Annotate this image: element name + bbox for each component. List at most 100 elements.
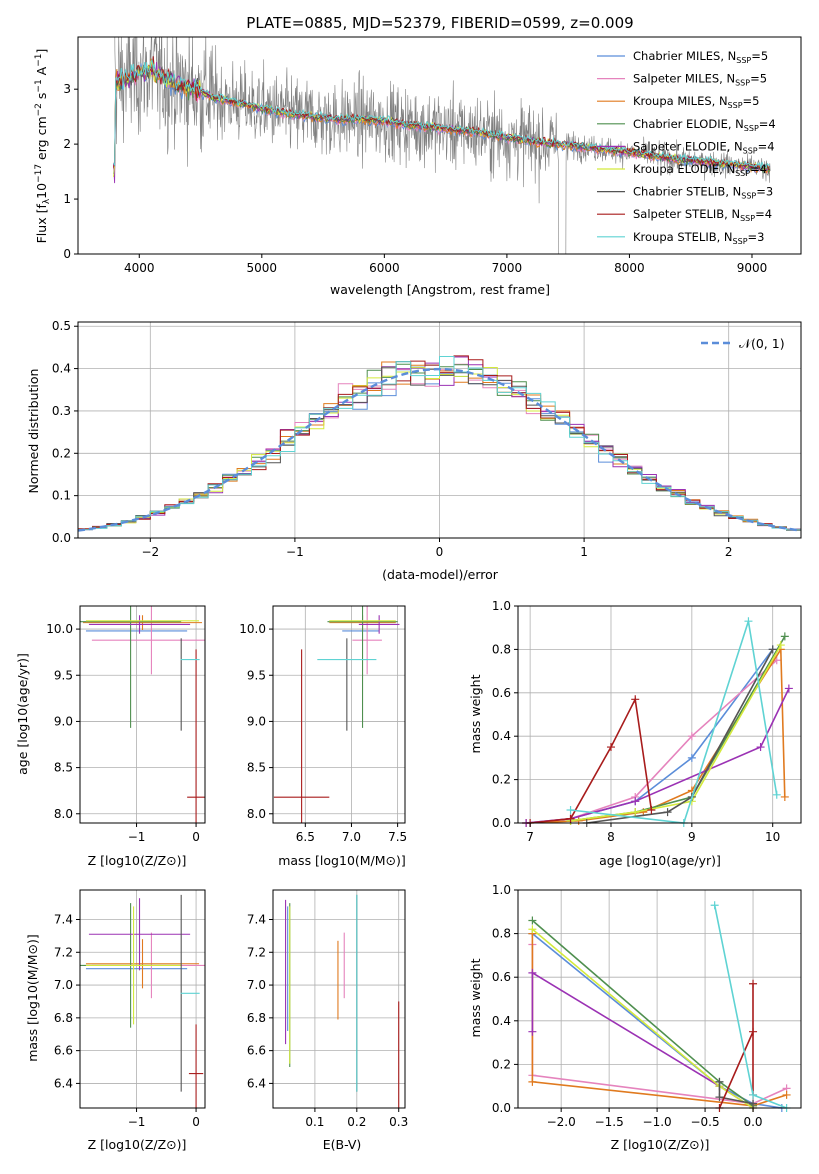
mass_vs_ebv-ytick-label-2: 6.8 bbox=[247, 1011, 266, 1025]
weight-age-x-axis-label: age [log10(age/yr)] bbox=[599, 853, 721, 868]
weight_vs_Z-ytick-label-3: 0.6 bbox=[492, 970, 511, 984]
weight_vs_Z-xtick-label-4: 0.0 bbox=[743, 1115, 762, 1129]
mass_vs_Z-ytick-label-4: 7.2 bbox=[54, 945, 73, 959]
legend-label-kroupa-stelib: Kroupa STELIB, NSSP=3 bbox=[633, 230, 764, 246]
residuals-xtick-label-3: 1 bbox=[580, 545, 588, 559]
weight_vs_age-ytick-label-2: 0.4 bbox=[492, 729, 511, 743]
spectrum-ytick-label-2: 2 bbox=[63, 137, 71, 151]
weight-vs-age-series-salpeter-stelib-marker-3 bbox=[631, 695, 640, 704]
age_vs_Z-axes-frame bbox=[79, 605, 206, 824]
residuals-ytick-label-1: 0.1 bbox=[52, 489, 71, 503]
mass-z-x-axis-label: Z [log10(Z/Z⊙)] bbox=[88, 1137, 187, 1152]
residuals-xtick-label-0: −2 bbox=[141, 545, 159, 559]
spectrum-ytick-label-0: 0 bbox=[63, 247, 71, 261]
weight-vs-Z-series-kroupa-miles-marker-1 bbox=[528, 1077, 537, 1086]
weight-vs-Z-series-kroupa-stelib bbox=[713, 905, 787, 1109]
weight-vs-age-series-salpeter-elodie-marker-2 bbox=[631, 797, 640, 806]
residuals-ytick-label-5: 0.5 bbox=[52, 319, 71, 333]
mass_vs_Z-ytick-label-0: 6.4 bbox=[54, 1076, 73, 1090]
spectrum-xtick-label-3: 7000 bbox=[492, 261, 523, 275]
spectrum-xtick-label-2: 6000 bbox=[369, 261, 400, 275]
spectrum-x-axis-label: wavelength [Angstrom, rest frame] bbox=[330, 282, 550, 297]
age_vs_mass-ytick-label-0: 8.0 bbox=[247, 807, 266, 821]
mass_vs_Z-ytick-label-5: 7.4 bbox=[54, 913, 73, 927]
age-vs-mass-errorbar-salpeter-elodie bbox=[358, 615, 400, 634]
mass_vs_ebv-ytick-label-5: 7.4 bbox=[247, 913, 266, 927]
mass_vs_ebv-ytick-label-0: 6.4 bbox=[247, 1076, 266, 1090]
weight-z-y-axis-label: mass weight bbox=[468, 958, 483, 1037]
spectrum-xtick-label-1: 5000 bbox=[247, 261, 278, 275]
mass_vs_Z-xtick-label-1: 0 bbox=[192, 1115, 200, 1129]
weight_vs_age-xtick-label-3: 10 bbox=[765, 830, 780, 844]
age-z-y-axis-label: age [log10(age/yr)] bbox=[15, 653, 30, 775]
weight-vs-age-series-chabrier-stelib-marker-1 bbox=[663, 808, 672, 817]
weight-age-y-axis-label: mass weight bbox=[468, 674, 483, 753]
weight-vs-age-series-kroupa-elodie-marker-1 bbox=[631, 808, 640, 817]
weight_vs_age-xtick-label-1: 8 bbox=[607, 830, 615, 844]
weight_vs_Z-ytick-label-2: 0.4 bbox=[492, 1014, 511, 1028]
residuals-x-axis-label: (data-model)/error bbox=[382, 567, 499, 582]
age_vs_Z-xtick-label-0: −1 bbox=[128, 830, 146, 844]
legend-label-kroupa-miles: Kroupa MILES, NSSP=5 bbox=[633, 94, 759, 110]
weight_vs_Z-ytick-label-1: 0.2 bbox=[492, 1057, 511, 1071]
age-vs-Z-errorbar-salpeter-miles bbox=[91, 606, 205, 675]
legend-label-chabrier-stelib: Chabrier STELIB, NSSP=3 bbox=[633, 185, 773, 201]
age_vs_mass-xtick-label-0: 6.5 bbox=[296, 830, 315, 844]
legend-label-salpeter-stelib: Salpeter STELIB, NSSP=4 bbox=[633, 207, 772, 223]
weight-vs-Z-series-salpeter-stelib-marker-1 bbox=[749, 1027, 758, 1036]
weight-vs-age-series-kroupa-miles-marker-5 bbox=[780, 792, 789, 801]
mass-vs-Z-errorbar-kroupa-elodie bbox=[85, 906, 182, 1025]
weight-vs-Z-series-kroupa-stelib-marker-1 bbox=[749, 1090, 758, 1099]
weight-vs-age-series-salpeter-elodie-marker-4 bbox=[784, 684, 793, 693]
weight-vs-age-series-kroupa-elodie-marker-3 bbox=[776, 641, 785, 650]
weight-vs-age-series-salpeter-elodie-marker-3 bbox=[756, 743, 765, 752]
mass_vs_ebv-xtick-label-0: 0.1 bbox=[305, 1115, 324, 1129]
weight-vs-age-series-salpeter-miles bbox=[526, 659, 778, 824]
age-vs-Z-errorbar-salpeter-stelib bbox=[187, 649, 205, 823]
weight-vs-age-series-salpeter-stelib bbox=[530, 696, 653, 824]
mass-vs-Z-errorbar-salpeter-elodie bbox=[88, 898, 191, 971]
normal-distribution-line bbox=[77, 367, 802, 532]
residual-hist-kroupa-elodie bbox=[78, 366, 801, 530]
weight-vs-Z-series-salpeter-stelib bbox=[718, 983, 754, 1109]
mass_vs_Z-ytick-label-2: 6.8 bbox=[54, 1011, 73, 1025]
weight-vs-Z-series-chabrier-stelib-marker-1 bbox=[715, 1093, 724, 1102]
spectrum-xtick-label-5: 9000 bbox=[737, 261, 768, 275]
residual-hist-kroupa-stelib bbox=[78, 356, 801, 531]
spectrum-y-axis-label: Flux [fλ10−17 erg cm−2 s−1 A−1] bbox=[34, 49, 52, 244]
weight-vs-age-series-salpeter-stelib-marker-2 bbox=[606, 743, 615, 752]
weight-vs-Z-series-kroupa-stelib-marker-0 bbox=[710, 901, 719, 910]
age_vs_Z-ytick-label-1: 8.5 bbox=[54, 761, 73, 775]
age-vs-Z-errorbar-kroupa-miles bbox=[82, 615, 203, 631]
weight_vs_age-ytick-label-4: 0.8 bbox=[492, 642, 511, 656]
mass_vs_Z-ytick-label-3: 7.0 bbox=[54, 978, 73, 992]
weight-vs-Z-series-salpeter-stelib-marker-2 bbox=[749, 979, 758, 988]
weight-vs-age-series-chabrier-stelib bbox=[586, 649, 774, 824]
residuals-ytick-label-4: 0.4 bbox=[52, 362, 71, 376]
age_vs_Z-xtick-label-1: 0 bbox=[192, 830, 200, 844]
age_vs_mass-ytick-label-3: 9.5 bbox=[247, 668, 266, 682]
weight_vs_age-ytick-label-1: 0.2 bbox=[492, 773, 511, 787]
age-vs-mass-errorbar-salpeter-stelib bbox=[273, 649, 330, 823]
spectrum-xtick-label-0: 4000 bbox=[124, 261, 155, 275]
observed-spectrum-line bbox=[114, 37, 771, 254]
mass_vs_ebv-ytick-label-4: 7.2 bbox=[247, 945, 266, 959]
mass_vs_ebv-ytick-label-1: 6.6 bbox=[247, 1044, 266, 1058]
age_vs_mass-xtick-label-1: 7.0 bbox=[342, 830, 361, 844]
weight-vs-Z-series-salpeter-miles bbox=[531, 944, 787, 1105]
weight-vs-age-series-chabrier-miles-marker-3 bbox=[687, 753, 696, 762]
legend-label-salpeter-miles: Salpeter MILES, NSSP=5 bbox=[633, 72, 767, 88]
mass-vs-Z-errorbar-salpeter-stelib bbox=[188, 1024, 204, 1108]
age_vs_mass-xtick-label-2: 7.5 bbox=[388, 830, 407, 844]
weight-vs-Z-series-chabrier-stelib-marker-2 bbox=[749, 1099, 758, 1108]
weight-vs-Z-series-kroupa-miles-marker-3 bbox=[782, 1090, 791, 1099]
legend-label-chabrier-elodie: Chabrier ELODIE, NSSP=4 bbox=[633, 117, 776, 133]
weight_vs_Z-xtick-label-0: −2.0 bbox=[547, 1115, 576, 1129]
weight-vs-Z-series-chabrier-stelib-marker-0 bbox=[715, 1077, 724, 1086]
weight_vs_Z-ytick-label-0: 0.0 bbox=[492, 1101, 511, 1115]
age_vs_Z-ytick-label-0: 8.0 bbox=[54, 807, 73, 821]
model-spectrum-salpeter-stelib bbox=[113, 56, 770, 171]
residuals-ytick-label-2: 0.2 bbox=[52, 446, 71, 460]
weight-vs-Z-series-salpeter-elodie-marker-1 bbox=[528, 968, 537, 977]
weight-vs-Z-series-chabrier-elodie-marker-0 bbox=[528, 916, 537, 925]
